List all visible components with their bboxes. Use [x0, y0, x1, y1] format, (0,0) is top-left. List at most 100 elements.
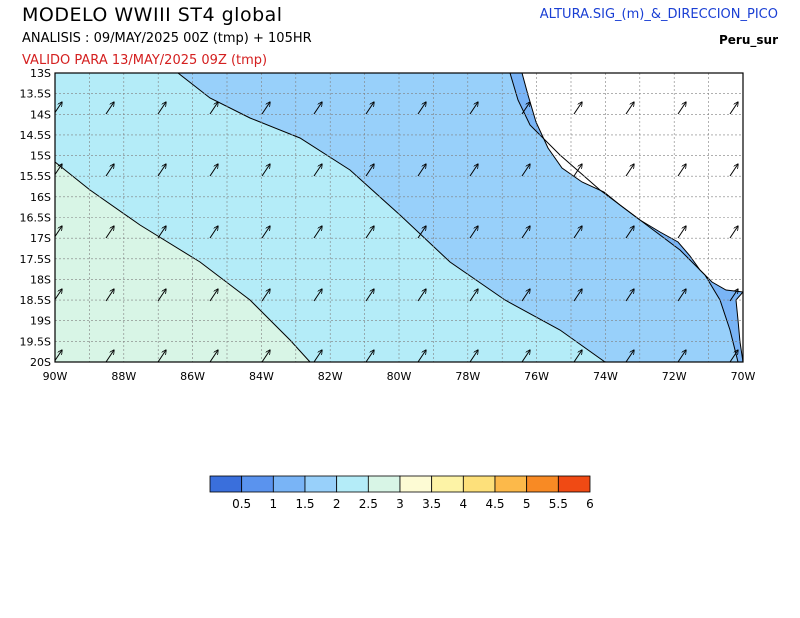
wave-direction-arrow [625, 289, 634, 302]
colorbar: 0.5 1 1.5 2 2.5 3 3.5 4 4.5 5 5.5 6 [209, 475, 594, 511]
lon-tick-label: 72W [662, 370, 687, 383]
lat-tick-label: 15.5S [20, 170, 51, 183]
region-name: Peru_sur [719, 33, 778, 47]
lon-tick-label: 80W [387, 370, 412, 383]
colorbar-swatch [241, 475, 274, 493]
lat-tick-label: 19.5S [20, 335, 51, 348]
lon-tick-label: 84W [249, 370, 274, 383]
wave-direction-arrow [469, 350, 478, 362]
wave-direction-arrow [157, 350, 166, 362]
latitude-labels: 13S 13.5S 14S 14.5S 15S 15.5S 16S 16.5S 17S 17.5S… [20, 67, 51, 369]
land-area-south [736, 292, 743, 362]
lat-tick-label: 16.5S [20, 212, 51, 225]
lat-tick-label: 15S [30, 150, 51, 163]
contour-2.5 [55, 161, 311, 362]
wave-direction-arrow [573, 350, 582, 362]
wave-direction-arrow [521, 164, 530, 177]
wave-direction-arrow [313, 102, 322, 115]
lon-tick-label: 90W [43, 370, 68, 383]
colorbar-label: 5 [523, 497, 531, 511]
wave-direction-arrow [521, 350, 530, 362]
wave-direction-arrow [313, 350, 322, 362]
lat-tick-label: 14.5S [20, 129, 51, 142]
colorbar-label: 4.5 [485, 497, 504, 511]
wave-direction-arrow [573, 102, 582, 115]
wave-direction-arrow [365, 350, 374, 362]
wave-direction-arrow [677, 350, 686, 362]
wave-direction-arrow [105, 350, 114, 362]
lat-tick-label: 13S [30, 67, 51, 80]
lat-tick-label: 17S [30, 232, 51, 245]
wave-direction-arrow [729, 289, 738, 302]
wave-direction-arrow [417, 350, 426, 362]
lon-tick-label: 78W [455, 370, 480, 383]
wave-direction-arrow [105, 226, 114, 239]
wave-direction-arrow [365, 102, 374, 115]
wave-direction-arrows [55, 102, 738, 362]
wave-direction-arrow [417, 289, 426, 302]
colorbar-swatch [336, 475, 369, 493]
lon-tick-label: 70W [731, 370, 756, 383]
colorbar-label: 5.5 [549, 497, 568, 511]
wave-direction-arrow [677, 289, 686, 302]
wave-direction-arrow [313, 289, 322, 302]
wave-direction-arrow [209, 102, 218, 115]
colorbar-label: 2 [333, 497, 341, 511]
wave-direction-arrow [729, 102, 738, 115]
wave-direction-arrow [209, 164, 218, 177]
lat-tick-label: 16S [30, 191, 51, 204]
wave-direction-arrow [417, 226, 426, 239]
wave-direction-arrow [261, 289, 270, 302]
wave-direction-arrow [521, 289, 530, 302]
wave-direction-arrow [105, 164, 114, 177]
wave-direction-arrow [573, 289, 582, 302]
lon-tick-label: 82W [318, 370, 343, 383]
colorbar-swatch [526, 475, 559, 493]
wave-direction-arrow [365, 164, 374, 177]
wave-direction-arrow [729, 164, 738, 177]
lat-tick-label: 18.5S [20, 294, 51, 307]
coastline-south [735, 291, 743, 362]
colorbar-label: 2.5 [359, 497, 378, 511]
valid-time: VALIDO PARA 13/MAY/2025 09Z (tmp) [22, 53, 268, 68]
wave-direction-arrow [573, 164, 582, 177]
wave-direction-arrow [729, 226, 738, 239]
colorbar-swatch [462, 475, 496, 493]
wave-direction-arrow [157, 164, 166, 177]
wave-direction-arrow [417, 164, 426, 177]
wave-direction-arrow [209, 350, 218, 362]
wave-direction-arrow [729, 350, 738, 362]
colorbar-swatch [494, 475, 528, 493]
colorbar-label: 1.5 [295, 497, 314, 511]
colorbar-label: 4 [460, 497, 468, 511]
map-title: MODELO WWIII ST4 global [22, 4, 283, 26]
wave-direction-arrow [469, 164, 478, 177]
wave-direction-arrow [677, 164, 686, 177]
wave-direction-arrow [365, 226, 374, 239]
lat-tick-label: 20S [30, 356, 51, 369]
colorbar-swatch [367, 475, 401, 493]
wave-direction-arrow [313, 164, 322, 177]
colorbar-swatch [304, 475, 338, 493]
map-grid [55, 73, 743, 362]
wave-direction-arrow [261, 350, 270, 362]
colorbar-label: 3 [396, 497, 404, 511]
contour-2 [177, 73, 606, 362]
wave-direction-arrow [625, 102, 634, 115]
lat-tick-label: 19S [30, 315, 51, 328]
lon-tick-label: 86W [180, 370, 205, 383]
wave-direction-arrow [677, 102, 686, 115]
wave-direction-arrow [677, 226, 686, 239]
wave-direction-arrow [157, 226, 166, 239]
wave-direction-arrow [105, 289, 114, 302]
colorbar-swatch [272, 475, 306, 493]
wave-direction-arrow [625, 350, 634, 362]
colorbar-swatch [399, 475, 433, 493]
colorbar-swatch [431, 475, 464, 493]
wave-direction-arrow [625, 164, 634, 177]
lon-tick-label: 88W [111, 370, 136, 383]
wave-direction-arrow [209, 226, 218, 239]
lat-tick-label: 14S [30, 108, 51, 121]
wave-direction-arrow [573, 226, 582, 239]
